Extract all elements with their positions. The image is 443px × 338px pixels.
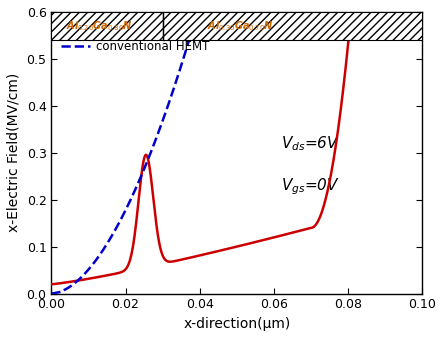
conventional HEMT [49, 292, 54, 296]
proposed HEMT [191, 255, 196, 259]
Bar [163, 12, 422, 40]
Legend: proposed HEMT, conventional HEMT: proposed HEMT, conventional HEMT [57, 18, 213, 57]
Line: proposed HEMT: proposed HEMT [51, 0, 422, 284]
Y-axis label: x-Electric Field(MV/cm): x-Electric Field(MV/cm) [7, 73, 21, 233]
proposed HEMT [113, 272, 118, 276]
Bar [51, 12, 163, 40]
Text: Al$_{0.30}$Ga$_{0.70}$N: Al$_{0.30}$Ga$_{0.70}$N [207, 19, 274, 33]
Text: Al$_{0.20}$Ga$_{0.80}$N: Al$_{0.20}$Ga$_{0.80}$N [66, 19, 133, 33]
X-axis label: x-direction(μm): x-direction(μm) [183, 317, 290, 331]
Text: $V_{gs}$=0V: $V_{gs}$=0V [281, 176, 340, 197]
proposed HEMT [207, 251, 212, 255]
proposed HEMT [49, 282, 54, 286]
conventional HEMT [91, 261, 96, 265]
proposed HEMT [91, 276, 96, 280]
Line: conventional HEMT: conventional HEMT [51, 0, 422, 294]
Text: $V_{ds}$=6V: $V_{ds}$=6V [281, 134, 340, 153]
conventional HEMT [191, 23, 196, 27]
conventional HEMT [113, 227, 118, 231]
